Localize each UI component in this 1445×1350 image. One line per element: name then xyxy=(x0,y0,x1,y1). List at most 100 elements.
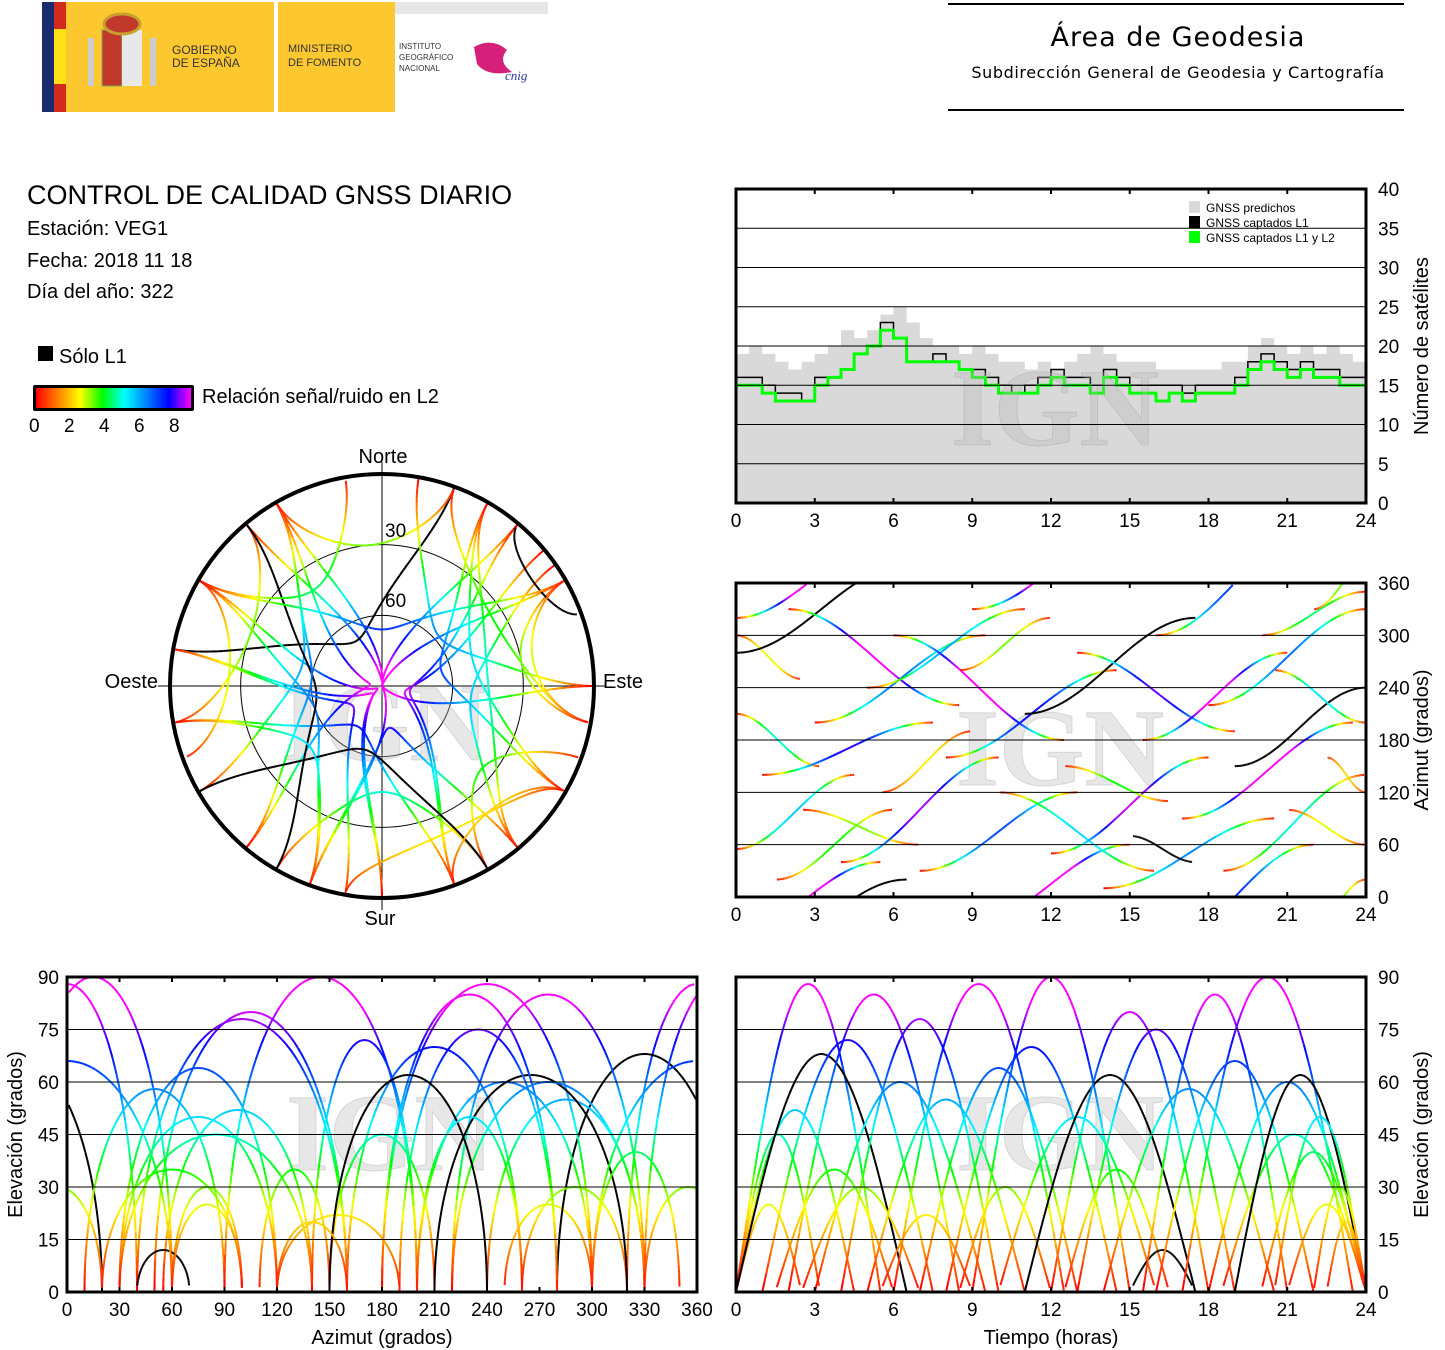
azimuth-track xyxy=(843,750,845,751)
azimuth-track xyxy=(1180,710,1182,711)
azimuth-track xyxy=(1026,810,1028,811)
azimuth-track xyxy=(1091,674,1093,675)
azimuth-track xyxy=(1046,709,1048,710)
azimuth-track xyxy=(786,673,787,674)
azimuth-track xyxy=(751,641,752,642)
azimuth-track xyxy=(1186,714,1188,715)
azimuth-track xyxy=(851,585,853,586)
azimuth-track xyxy=(928,656,930,657)
azimuth-track xyxy=(758,613,760,614)
azimuth-track xyxy=(864,891,866,892)
azimuth-track xyxy=(936,701,938,702)
azimuth-track xyxy=(1012,597,1014,598)
azimuth-track xyxy=(1219,834,1221,835)
azimuth-track xyxy=(833,625,835,626)
azimuth-track xyxy=(1089,675,1091,676)
azimuth-track xyxy=(1124,809,1126,811)
azimuth-track xyxy=(799,588,801,589)
azimuth-track xyxy=(1078,691,1080,693)
azimuth-track xyxy=(1058,817,1060,818)
azimuth-track xyxy=(1131,646,1133,648)
azimuth-track xyxy=(1136,677,1138,678)
azimuth-track xyxy=(781,601,783,602)
azimuth-track xyxy=(849,830,850,831)
azimuth-track xyxy=(883,691,885,693)
azimuth-track xyxy=(919,692,921,693)
azimuth-track xyxy=(818,858,819,859)
azimuth-track xyxy=(1083,843,1085,844)
azimuth-track xyxy=(893,789,894,790)
y-tick-label: 0 xyxy=(1378,494,1389,515)
azimuth-track xyxy=(932,653,934,654)
azimuth-track xyxy=(956,639,958,641)
azimuth-track xyxy=(940,654,942,656)
azimuth-track xyxy=(762,647,764,648)
azimuth-track xyxy=(1096,852,1098,853)
azimuth-track xyxy=(803,586,805,587)
azimuth-track xyxy=(944,744,945,745)
azimuth-track xyxy=(966,675,968,677)
azimuth-track xyxy=(756,721,757,722)
legend-swatch xyxy=(1189,201,1200,213)
azimuth-track xyxy=(1121,861,1123,862)
azimuth-track xyxy=(904,782,905,783)
azimuth-track xyxy=(1021,630,1022,631)
azimuth-track xyxy=(1084,858,1086,859)
azimuth-track xyxy=(819,888,821,889)
azimuth-track xyxy=(1002,602,1004,603)
azimuth-track xyxy=(1025,627,1026,628)
azimuth-track xyxy=(1128,790,1129,791)
azimuth-track xyxy=(917,770,918,771)
azimuth-track xyxy=(1182,856,1184,857)
azimuth-track xyxy=(756,644,757,645)
azimuth-track xyxy=(761,612,763,613)
azimuth-track xyxy=(782,823,783,824)
azimuth-track xyxy=(1155,629,1157,630)
azimuth-track xyxy=(899,727,901,728)
azimuth-track xyxy=(873,851,875,852)
azimuth-track xyxy=(1067,870,1069,871)
azimuth-track xyxy=(1140,795,1141,796)
azimuth-track xyxy=(1134,800,1136,802)
azimuth-track xyxy=(945,865,947,866)
azimuth-track xyxy=(907,780,908,781)
azimuth-track xyxy=(839,752,841,753)
azimuth-track xyxy=(908,685,910,687)
azimuth-track xyxy=(806,612,808,613)
x-tick-label: 0 xyxy=(731,511,742,532)
azimuth-track xyxy=(985,841,987,842)
azimuth-track xyxy=(780,669,781,670)
azimuth-track xyxy=(826,758,828,759)
azimuth-track xyxy=(1161,626,1163,627)
azimuth-track xyxy=(1125,885,1127,886)
azimuth-track xyxy=(802,623,804,625)
azimuth-track xyxy=(924,763,925,764)
azimuth-track xyxy=(934,752,935,753)
azimuth-track xyxy=(872,699,874,701)
azimuth-track xyxy=(1071,827,1073,829)
azimuth-track xyxy=(904,824,906,826)
azimuth-track xyxy=(1077,863,1079,864)
azimuth-track xyxy=(1044,710,1046,711)
azimuth-track xyxy=(767,610,769,611)
azimuth-track xyxy=(1128,672,1130,673)
azimuth-track xyxy=(849,822,850,823)
azimuth-track xyxy=(945,657,947,659)
azimuth-track xyxy=(864,705,866,706)
azimuth-track xyxy=(775,737,776,738)
azimuth-track xyxy=(1251,821,1253,822)
azimuth-track xyxy=(1054,796,1056,797)
azimuth-track xyxy=(1080,679,1082,680)
azimuth-track xyxy=(1169,770,1171,771)
azimuth-track xyxy=(865,855,867,856)
azimuth-track xyxy=(994,605,996,606)
azimuth-track xyxy=(804,762,805,763)
azimuth-track xyxy=(951,777,953,779)
azimuth-track xyxy=(1185,762,1187,763)
azimuth-track xyxy=(900,785,901,786)
azimuth-track xyxy=(835,876,837,877)
azimuth-track xyxy=(768,730,769,731)
azimuth-track xyxy=(775,663,776,664)
azimuth-track xyxy=(858,826,859,827)
azimuth-track xyxy=(776,829,777,830)
